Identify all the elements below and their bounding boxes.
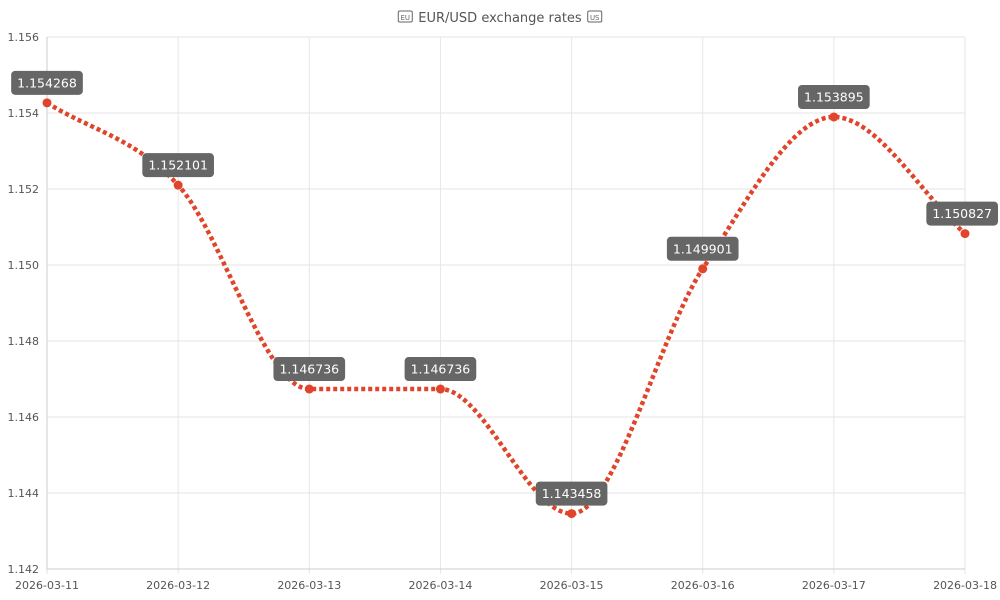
series-line: [45, 100, 967, 516]
data-point: [42, 98, 52, 108]
data-label: 1.152101: [142, 153, 214, 178]
svg-text:1.154268: 1.154268: [17, 75, 77, 90]
data-point: [698, 264, 708, 274]
chart-title: EUR/USD exchange rates: [418, 11, 582, 26]
data-point: [829, 112, 839, 122]
y-tick-label: 1.144: [8, 487, 40, 500]
data-label: 1.150827: [926, 201, 998, 226]
data-label: 1.146736: [404, 357, 477, 382]
axes: [46, 37, 965, 570]
data-point: [435, 384, 445, 394]
eu-flag-icon: EU: [397, 10, 413, 23]
y-tick-label: 1.154: [8, 107, 40, 120]
x-tick-label: 2026-03-18: [933, 579, 997, 592]
y-tick-label: 1.152: [8, 183, 40, 196]
y-tick-label: 1.142: [8, 563, 40, 576]
x-axis-ticks: 2026-03-11 2026-03-12 2026-03-13 2026-03-14…: [15, 579, 997, 592]
series: [42, 98, 970, 519]
y-tick-label: 1.156: [8, 31, 40, 44]
x-tick-label: 2026-03-15: [540, 579, 604, 592]
grid: [46, 36, 966, 574]
data-label: 1.143458: [535, 481, 608, 506]
x-tick-label: 2026-03-14: [408, 579, 472, 592]
svg-text:1.146736: 1.146736: [411, 362, 471, 377]
svg-text:1.143458: 1.143458: [542, 486, 602, 501]
data-point: [304, 384, 314, 394]
svg-text:US: US: [590, 14, 600, 22]
svg-text:1.150827: 1.150827: [932, 206, 992, 221]
x-tick-label: 2026-03-12: [146, 579, 210, 592]
x-tick-label: 2026-03-11: [15, 579, 79, 592]
data-labels: 1.154268 1.152101 1.146736 1.146736 1.143458…: [11, 70, 998, 506]
data-label: 1.153895: [798, 84, 870, 109]
svg-text:1.152101: 1.152101: [148, 158, 208, 173]
x-tick-label: 2026-03-16: [671, 579, 735, 592]
y-tick-label: 1.148: [8, 335, 40, 348]
y-axis-ticks: 1.142 1.144 1.146 1.148 1.150 1.152 1.154 1.156: [8, 31, 40, 576]
x-tick-label: 2026-03-13: [277, 579, 341, 592]
y-tick-label: 1.146: [8, 411, 40, 424]
data-point: [567, 509, 577, 519]
us-flag-icon: US: [587, 10, 603, 23]
svg-text:1.153895: 1.153895: [804, 89, 864, 104]
x-tick-label: 2026-03-17: [802, 579, 866, 592]
y-tick-label: 1.150: [8, 259, 40, 272]
data-label: 1.154268: [11, 70, 83, 95]
chart-title-group: EU EUR/USD exchange rates US: [397, 10, 603, 26]
svg-text:1.146736: 1.146736: [279, 362, 339, 377]
data-label: 1.146736: [273, 357, 346, 382]
data-point: [960, 229, 970, 239]
svg-text:EU: EU: [401, 14, 411, 22]
svg-text:1.149901: 1.149901: [673, 241, 733, 256]
data-label: 1.149901: [666, 236, 739, 261]
data-point: [173, 180, 183, 190]
